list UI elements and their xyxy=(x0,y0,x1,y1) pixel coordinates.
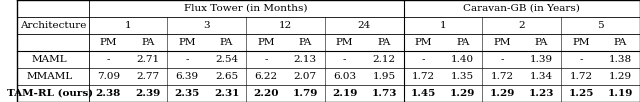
Text: MMAML: MMAML xyxy=(27,72,73,81)
Text: TAM-RL (ours): TAM-RL (ours) xyxy=(6,89,93,98)
Text: 1.29: 1.29 xyxy=(490,89,515,98)
Text: 2.35: 2.35 xyxy=(175,89,200,98)
Text: PA: PA xyxy=(220,38,233,47)
Text: PA: PA xyxy=(614,38,627,47)
Text: 1.23: 1.23 xyxy=(529,89,554,98)
Text: 24: 24 xyxy=(358,21,371,30)
Text: Caravan-GB (in Years): Caravan-GB (in Years) xyxy=(463,4,580,13)
Text: 1.72: 1.72 xyxy=(412,72,435,81)
Text: PM: PM xyxy=(415,38,432,47)
Text: -: - xyxy=(107,55,110,64)
Text: PA: PA xyxy=(378,38,390,47)
Text: PA: PA xyxy=(535,38,548,47)
Text: Flux Tower (in Months): Flux Tower (in Months) xyxy=(184,4,308,13)
Text: PA: PA xyxy=(141,38,154,47)
Text: 2.19: 2.19 xyxy=(332,89,357,98)
Text: 1.38: 1.38 xyxy=(609,55,632,64)
Text: 1.29: 1.29 xyxy=(450,89,476,98)
Text: PM: PM xyxy=(257,38,275,47)
Text: 1: 1 xyxy=(440,21,447,30)
Text: 1: 1 xyxy=(125,21,131,30)
Text: 1.29: 1.29 xyxy=(609,72,632,81)
Text: 2.39: 2.39 xyxy=(135,89,161,98)
Text: 1.45: 1.45 xyxy=(411,89,436,98)
Text: -: - xyxy=(343,55,346,64)
Text: 1.35: 1.35 xyxy=(451,72,474,81)
Text: 7.09: 7.09 xyxy=(97,72,120,81)
Text: 2.07: 2.07 xyxy=(294,72,317,81)
Text: PM: PM xyxy=(179,38,196,47)
Text: 6.39: 6.39 xyxy=(175,72,198,81)
Text: 1.39: 1.39 xyxy=(530,55,553,64)
Text: 2: 2 xyxy=(518,21,525,30)
Text: PM: PM xyxy=(100,38,117,47)
Text: 6.22: 6.22 xyxy=(254,72,278,81)
Text: 6.03: 6.03 xyxy=(333,72,356,81)
Text: 2.77: 2.77 xyxy=(136,72,159,81)
Text: 1.73: 1.73 xyxy=(371,89,397,98)
Text: 2.71: 2.71 xyxy=(136,55,159,64)
Text: PM: PM xyxy=(493,38,511,47)
Text: 3: 3 xyxy=(204,21,210,30)
Text: PM: PM xyxy=(336,38,353,47)
Text: Architecture: Architecture xyxy=(20,21,86,30)
Text: 1.79: 1.79 xyxy=(292,89,318,98)
Text: -: - xyxy=(579,55,582,64)
Text: -: - xyxy=(500,55,504,64)
Text: 1.25: 1.25 xyxy=(568,89,594,98)
Text: 1.72: 1.72 xyxy=(570,72,593,81)
Text: MAML: MAML xyxy=(32,55,68,64)
Text: 2.12: 2.12 xyxy=(372,55,396,64)
Text: 1.19: 1.19 xyxy=(607,89,633,98)
Text: 1.95: 1.95 xyxy=(372,72,396,81)
Text: -: - xyxy=(264,55,268,64)
Text: 2.65: 2.65 xyxy=(215,72,238,81)
Text: 2.54: 2.54 xyxy=(215,55,238,64)
Text: 1.34: 1.34 xyxy=(530,72,553,81)
Text: 2.38: 2.38 xyxy=(96,89,121,98)
Text: PA: PA xyxy=(456,38,470,47)
Text: 5: 5 xyxy=(597,21,604,30)
Text: 2.13: 2.13 xyxy=(294,55,317,64)
Text: -: - xyxy=(422,55,425,64)
Text: PM: PM xyxy=(572,38,589,47)
Text: 12: 12 xyxy=(279,21,292,30)
Text: 2.31: 2.31 xyxy=(214,89,239,98)
Text: 1.40: 1.40 xyxy=(451,55,474,64)
Text: 1.72: 1.72 xyxy=(491,72,514,81)
Text: PA: PA xyxy=(299,38,312,47)
Text: -: - xyxy=(186,55,189,64)
Text: 2.20: 2.20 xyxy=(253,89,278,98)
